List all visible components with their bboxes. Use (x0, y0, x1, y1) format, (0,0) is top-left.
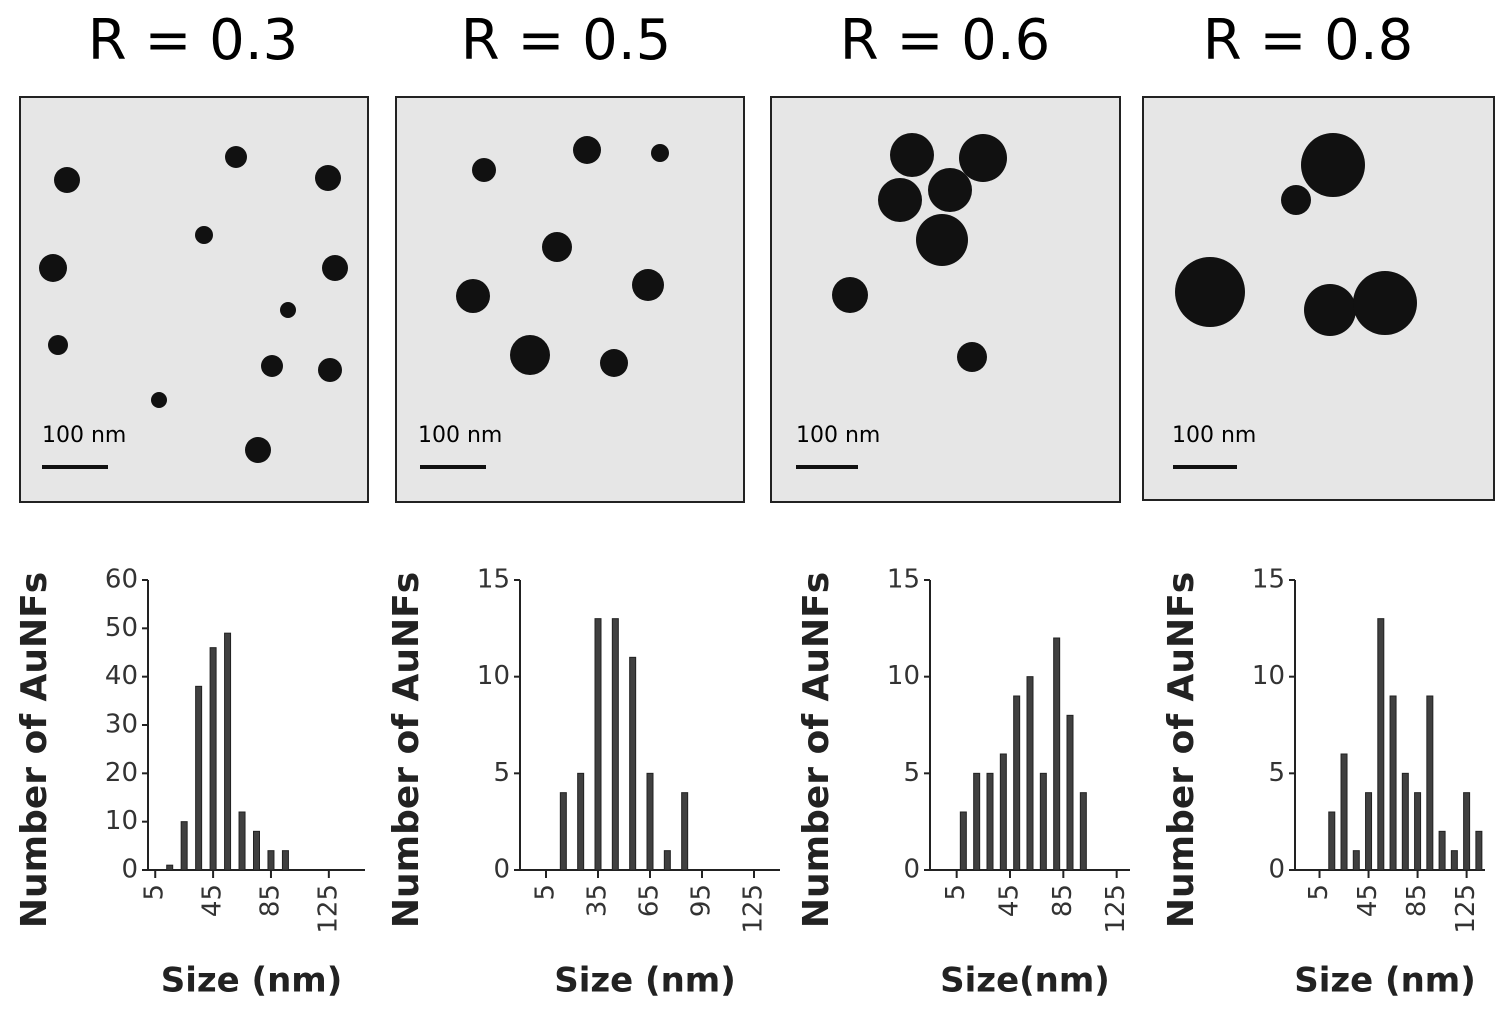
x-tick-label: 5 (531, 884, 561, 901)
bar (559, 792, 567, 871)
bar (1438, 830, 1446, 871)
y-tick-label: 60 (105, 565, 138, 595)
y-tick-label: 50 (105, 613, 138, 643)
bar (594, 618, 602, 871)
y-tick-label: 10 (887, 661, 920, 691)
bar (195, 685, 203, 871)
x-tick-label: 125 (1101, 884, 1131, 934)
x-tick-label: 85 (1048, 884, 1078, 917)
bar (267, 850, 275, 871)
bar (959, 811, 967, 871)
x-tick-label: 85 (1402, 884, 1432, 917)
y-tick-label: 0 (493, 855, 510, 885)
bar (999, 753, 1007, 871)
tem-image (770, 96, 1121, 503)
y-tick-label: 40 (105, 661, 138, 691)
scale-bar-label: 100 nm (1172, 423, 1256, 448)
tem-images (19, 96, 1495, 503)
y-tick-label: 10 (105, 806, 138, 836)
bar (209, 647, 217, 871)
bar (1475, 830, 1483, 871)
x-tick-label: 45 (1353, 884, 1383, 917)
y-axis-label: Number of AuNFs (796, 572, 837, 928)
y-tick-label: 30 (105, 710, 138, 740)
bar (973, 772, 981, 871)
x-tick-label: 125 (313, 884, 343, 934)
y-tick-label: 5 (493, 758, 510, 788)
bar (1066, 714, 1074, 871)
bar (1463, 792, 1471, 871)
bar (253, 830, 260, 871)
bar (1450, 850, 1458, 871)
y-tick-label: 15 (477, 565, 510, 595)
bar (1328, 811, 1336, 871)
x-tick-label: 65 (635, 884, 665, 917)
x-tick-label: 125 (739, 884, 769, 934)
y-tick-label: 15 (1252, 565, 1285, 595)
y-tick-label: 20 (105, 758, 138, 788)
x-axis-label: Size(nm) (940, 961, 1110, 1001)
scale-bar-label: 100 nm (42, 423, 126, 448)
y-tick-label: 0 (121, 855, 138, 885)
bar (577, 772, 585, 871)
x-tick-label: 85 (255, 884, 285, 917)
bar (1389, 695, 1397, 871)
y-tick-label: 5 (903, 758, 920, 788)
tem-image (19, 96, 369, 503)
bar (180, 821, 188, 871)
y-tick-label: 10 (477, 661, 510, 691)
bar (1426, 695, 1434, 871)
bar (629, 656, 637, 871)
bar (663, 850, 671, 871)
bar (1377, 618, 1385, 871)
panel-title: R = 0.5 (461, 8, 672, 73)
bar (986, 772, 994, 871)
tem-image (395, 96, 745, 503)
y-tick-label: 0 (1268, 855, 1285, 885)
x-tick-label: 125 (1451, 884, 1481, 934)
bar (646, 772, 654, 871)
y-tick-label: 15 (887, 565, 920, 595)
y-tick-label: 10 (1252, 661, 1285, 691)
bar (1414, 792, 1422, 871)
x-tick-label: 45 (995, 884, 1025, 917)
x-tick-label: 35 (583, 884, 613, 917)
y-axis-label: Number of AuNFs (1161, 572, 1202, 928)
x-tick-label: 5 (1304, 884, 1334, 901)
x-tick-label: 5 (140, 884, 170, 901)
y-axis-label: Number of AuNFs (14, 572, 55, 928)
x-tick-label: 5 (941, 884, 971, 901)
panel-title: R = 0.3 (88, 8, 299, 73)
y-tick-label: 0 (903, 855, 920, 885)
bar (1039, 772, 1047, 871)
scale-bar-label: 100 nm (796, 423, 880, 448)
x-tick-label: 95 (687, 884, 717, 917)
bar (1026, 676, 1034, 871)
bar (1340, 753, 1348, 871)
x-axis-label: Size (nm) (1294, 961, 1476, 1001)
bar (1352, 850, 1360, 871)
particles (39, 133, 1417, 463)
bar (681, 792, 689, 871)
bar (1401, 772, 1409, 871)
bar (166, 864, 174, 871)
bar (238, 811, 246, 871)
y-tick-label: 5 (1268, 758, 1285, 788)
bar (1079, 792, 1087, 871)
x-tick-label: 45 (198, 884, 228, 917)
bar (1053, 637, 1061, 871)
x-axis-label: Size (nm) (554, 961, 736, 1001)
y-axis-label: Number of AuNFs (386, 572, 427, 928)
bar (281, 850, 289, 871)
panel-title: R = 0.6 (840, 8, 1051, 73)
bar (1013, 695, 1021, 871)
panel-title: R = 0.8 (1203, 8, 1414, 73)
scale-bar-label: 100 nm (418, 423, 502, 448)
bar (224, 632, 232, 871)
x-axis-label: Size (nm) (161, 961, 343, 1001)
bar (1365, 792, 1373, 871)
bar (611, 618, 619, 871)
